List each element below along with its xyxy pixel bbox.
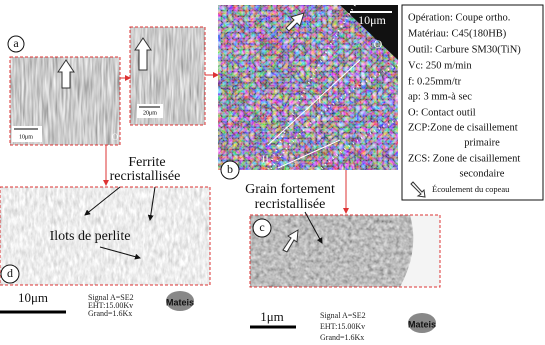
frame — [0, 186, 211, 286]
panel-b: I II O 10μm b — [218, 4, 399, 180]
annotation: Ferrite — [128, 155, 165, 170]
panel-label: c — [259, 220, 264, 234]
signal-text: Signal A=SE2 — [88, 293, 134, 302]
legend-text: ap: 3 mm-à sec — [408, 91, 472, 102]
legend-text: ZCS: Zone de cisaillement — [408, 153, 520, 164]
signal-text: EHT:15.00Kv — [320, 322, 365, 331]
signal-text: Signal A=SE2 — [320, 311, 366, 320]
pointer — [304, 211, 323, 244]
legend-box — [401, 4, 544, 201]
legend-text: Outil: Carbure SM30(TiN) — [408, 44, 521, 55]
legend-text: O: Contact outil — [408, 107, 476, 118]
micrograph — [218, 5, 398, 170]
annotation: Grain fortement — [245, 182, 335, 197]
zone-label: II — [262, 154, 269, 165]
legend-text: Écoulement du copeau — [432, 184, 510, 194]
zone-boundary — [319, 119, 399, 171]
panel-label: b — [227, 162, 233, 176]
flow-arrow — [57, 59, 75, 89]
legend: Opération: Coupe ortho. Matériau: C45(18… — [401, 4, 544, 201]
panel-a: 10μm O a — [7, 35, 121, 146]
flow-arrow — [285, 12, 305, 32]
legend-text: Vc: 250 m/min — [408, 60, 472, 71]
scale-label: 10μm — [19, 134, 33, 140]
annotation: recristallisée — [110, 169, 181, 184]
label-circle — [220, 160, 240, 180]
scale-label: 1μm — [260, 309, 284, 324]
panel-c: Grain fortement recristallisée c 1μm Sig… — [245, 182, 441, 342]
label-circle — [252, 218, 272, 238]
frame — [249, 214, 441, 288]
logo — [166, 291, 194, 311]
marker: O — [112, 132, 119, 142]
legend-text: f: 0.25mm/tr — [408, 76, 462, 87]
logo-text: Mateis — [408, 319, 436, 329]
frame — [9, 56, 121, 146]
logo-text: Mateis — [166, 297, 194, 307]
pointer — [84, 186, 121, 216]
scale-label: 20μm — [143, 110, 157, 116]
panel-d: Ferrite recristallisée Ilots de perlite … — [0, 155, 211, 318]
micrograph — [0, 187, 210, 285]
annotation: recristallisée — [255, 197, 326, 212]
pointer — [147, 186, 156, 221]
zone-boundary — [269, 64, 399, 171]
flow-icon — [410, 181, 426, 198]
legend-text: Opération: Coupe ortho. — [408, 12, 510, 23]
scale-label: 10μm — [18, 290, 48, 305]
flow-arrow — [282, 229, 299, 253]
tool — [400, 215, 440, 287]
legend-text: primaire — [464, 137, 500, 148]
legend-text: Matériau: C45(180HB) — [408, 28, 507, 39]
tool — [340, 5, 398, 60]
label-circle — [7, 35, 25, 53]
annotation: Ilots de perlite — [50, 229, 131, 244]
marker: O — [374, 37, 383, 51]
measure — [277, 139, 341, 169]
flow-arrow — [134, 37, 152, 71]
logo — [408, 313, 436, 333]
pointer — [99, 246, 141, 260]
scale-label: 10μm — [358, 13, 386, 27]
signal-text: EHT:15.00Kv — [88, 301, 133, 310]
signal-text: Grand=1.6Kx — [320, 333, 364, 342]
panel-label: a — [13, 36, 19, 50]
zone-boundary — [267, 4, 356, 171]
legend-text: secondaire — [460, 168, 505, 179]
label-circle — [0, 264, 20, 284]
panel-a-zoom: 20μm — [120, 26, 219, 126]
zone-label: I — [318, 94, 321, 105]
measure — [267, 59, 361, 146]
legend-text: ZCP:Zone de cisaillement — [408, 122, 518, 133]
scale-box — [12, 126, 42, 142]
panel-label: d — [7, 266, 13, 280]
signal-text: Grand=1.6Kx — [88, 309, 132, 318]
